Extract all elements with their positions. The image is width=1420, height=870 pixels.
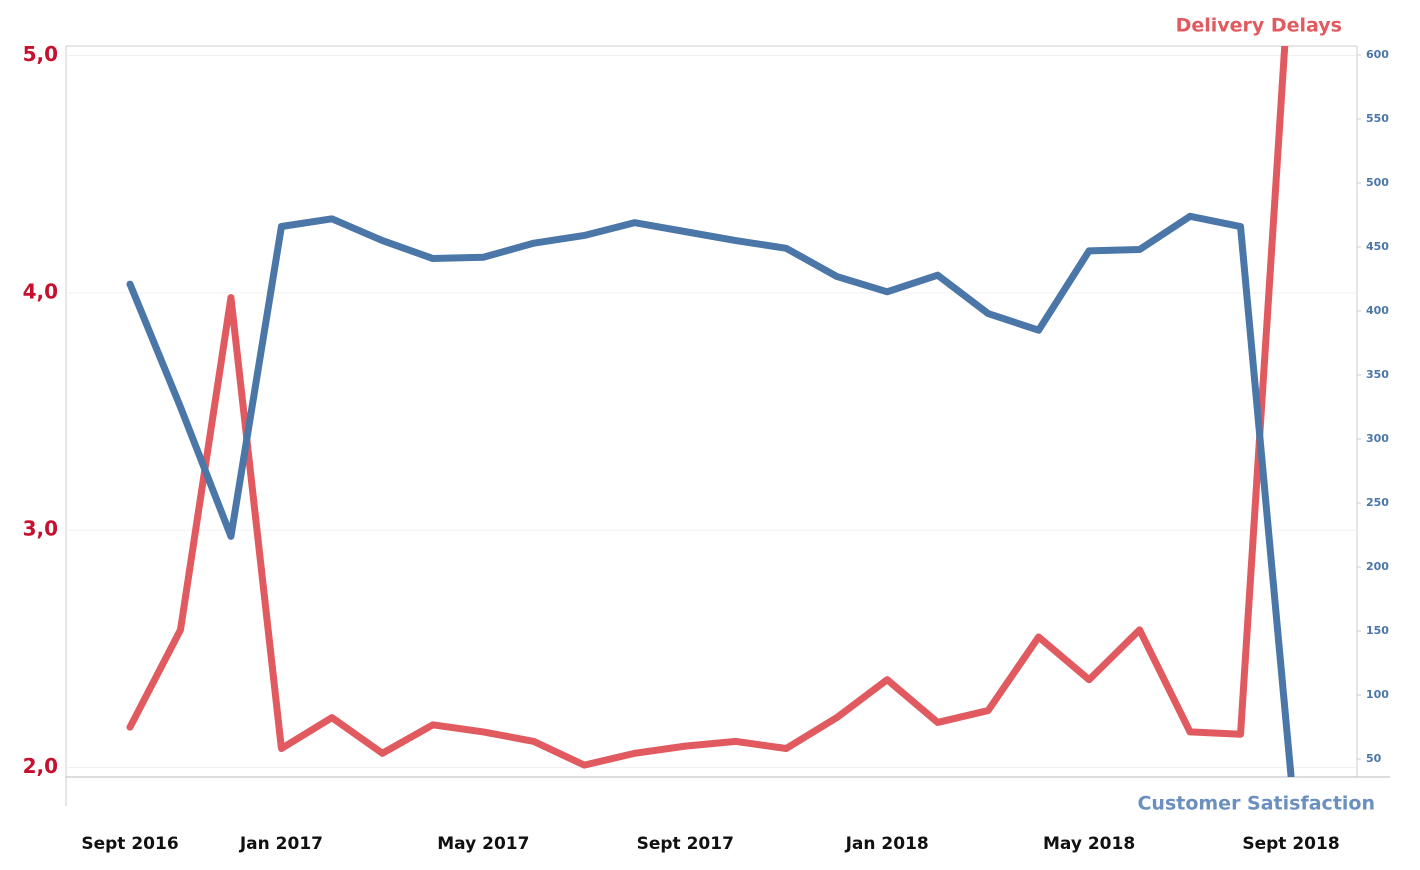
x-tick-label: May 2017 — [437, 834, 529, 854]
y-tick-label: 2,0 — [23, 754, 58, 778]
y-tick-label: 4,0 — [23, 279, 58, 303]
y2-tick-label: 500 — [1366, 176, 1389, 189]
right-axis-title: Customer Satisfaction — [1137, 793, 1375, 815]
y2-tick-label: 600 — [1366, 48, 1389, 61]
x-tick-label: May 2018 — [1043, 834, 1135, 854]
series-line — [126, 212, 1295, 777]
plot-area — [66, 46, 1357, 777]
y-tick-label: 5,0 — [23, 42, 58, 66]
x-tick-label: Sept 2017 — [637, 834, 734, 854]
y2-tick-label: 550 — [1366, 112, 1389, 125]
y2-tick-label: 350 — [1366, 368, 1389, 381]
x-tick-label: Jan 2017 — [239, 834, 323, 854]
y2-tick-label: 300 — [1366, 432, 1389, 445]
y2-tick-label: 450 — [1366, 240, 1389, 253]
y2-tick-label: 100 — [1366, 688, 1389, 701]
series-line — [126, 46, 1289, 769]
y2-tick-label: 400 — [1366, 304, 1389, 317]
x-tick-label: Sept 2016 — [81, 834, 178, 854]
y2-tick-label: 200 — [1366, 560, 1389, 573]
y2-tick-label: 50 — [1366, 752, 1382, 765]
y2-tick-label: 250 — [1366, 496, 1389, 509]
x-tick-label: Sept 2018 — [1242, 834, 1339, 854]
left-axis-title: Delivery Delays — [1176, 15, 1342, 37]
y-tick-label: 3,0 — [23, 517, 58, 541]
x-tick-label: Jan 2018 — [845, 834, 929, 854]
y2-tick-label: 150 — [1366, 624, 1389, 637]
